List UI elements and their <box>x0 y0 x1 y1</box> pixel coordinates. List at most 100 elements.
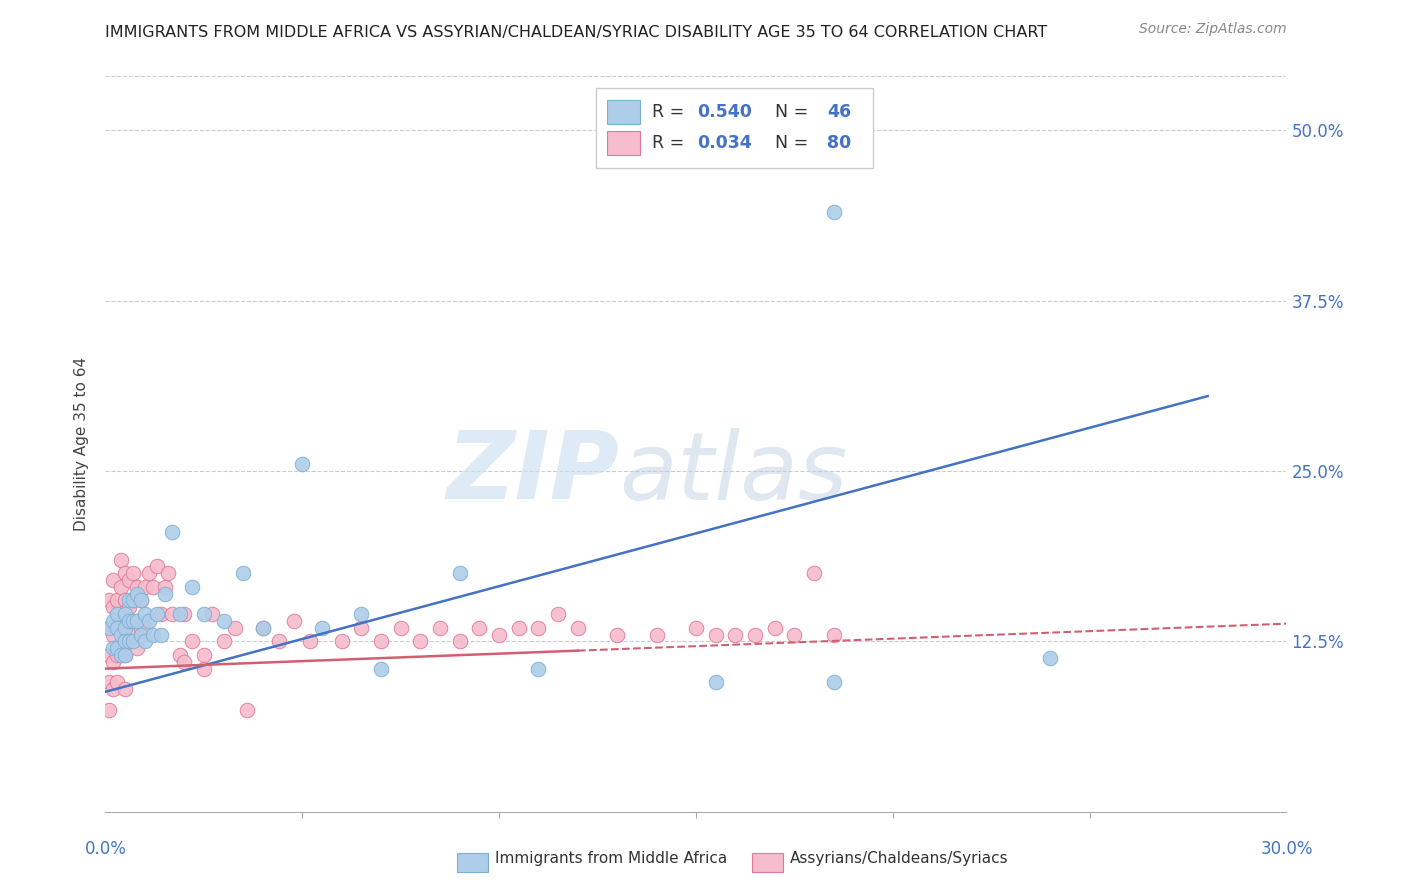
Point <box>181 580 204 594</box>
Point <box>157 566 180 581</box>
Point <box>125 614 148 628</box>
Point <box>98 621 121 635</box>
Point <box>129 593 152 607</box>
Point <box>98 593 121 607</box>
Point <box>685 621 707 635</box>
FancyBboxPatch shape <box>607 131 641 154</box>
Point <box>145 607 167 621</box>
Point <box>129 627 152 641</box>
Point <box>212 614 235 628</box>
Point <box>105 593 128 607</box>
Point <box>193 662 215 676</box>
Point <box>114 648 136 662</box>
Point <box>350 621 373 635</box>
Point <box>193 648 215 662</box>
Point <box>118 573 141 587</box>
Text: R =: R = <box>652 134 690 152</box>
Point <box>103 600 125 615</box>
Point <box>350 607 373 621</box>
Point <box>118 600 141 615</box>
Point <box>142 580 165 594</box>
Point <box>606 627 628 641</box>
Point <box>103 614 125 628</box>
Point <box>110 552 132 566</box>
Point <box>212 634 235 648</box>
Point <box>291 457 314 471</box>
Point <box>547 607 569 621</box>
Point <box>252 621 274 635</box>
Point <box>173 655 195 669</box>
Point <box>114 593 136 607</box>
Point <box>267 634 290 648</box>
Text: 46: 46 <box>827 103 851 121</box>
Point <box>118 634 141 648</box>
Text: 0.540: 0.540 <box>697 103 752 121</box>
Point <box>823 675 845 690</box>
Point <box>118 634 141 648</box>
Point <box>125 580 148 594</box>
Point <box>110 648 132 662</box>
Text: 0.034: 0.034 <box>697 134 752 152</box>
Point <box>803 566 825 581</box>
Point <box>330 634 353 648</box>
Y-axis label: Disability Age 35 to 64: Disability Age 35 to 64 <box>75 357 90 531</box>
Point <box>98 621 121 635</box>
Point <box>169 648 191 662</box>
Point <box>1039 650 1062 665</box>
Point <box>153 580 176 594</box>
Point <box>527 662 550 676</box>
Text: Assyrians/Chaldeans/Syriacs: Assyrians/Chaldeans/Syriacs <box>790 851 1008 865</box>
Point <box>763 621 786 635</box>
Point <box>138 566 160 581</box>
Point <box>236 702 259 716</box>
Point <box>299 634 322 648</box>
Point <box>409 634 432 648</box>
Point <box>122 593 145 607</box>
Point <box>134 621 156 635</box>
Point <box>114 566 136 581</box>
Point <box>122 593 145 607</box>
Point <box>173 607 195 621</box>
Point <box>201 607 224 621</box>
Point <box>114 681 136 696</box>
Point <box>169 607 191 621</box>
Text: atlas: atlas <box>619 427 848 519</box>
Point <box>311 621 333 635</box>
Point <box>114 621 136 635</box>
Point <box>103 573 125 587</box>
Point <box>105 607 128 621</box>
Point <box>232 566 254 581</box>
Text: N =: N = <box>765 134 814 152</box>
Point <box>181 634 204 648</box>
Point <box>449 566 471 581</box>
Point <box>449 634 471 648</box>
FancyBboxPatch shape <box>607 100 641 124</box>
Point <box>468 621 491 635</box>
Text: Immigrants from Middle Africa: Immigrants from Middle Africa <box>495 851 727 865</box>
Text: Source: ZipAtlas.com: Source: ZipAtlas.com <box>1139 22 1286 37</box>
Point <box>122 634 145 648</box>
Text: N =: N = <box>765 103 814 121</box>
Point <box>105 621 128 635</box>
Point <box>704 627 727 641</box>
Point <box>118 593 141 607</box>
Point <box>370 634 392 648</box>
Point <box>103 641 125 656</box>
Point <box>103 655 125 669</box>
Point <box>114 648 136 662</box>
Point <box>429 621 451 635</box>
Text: 0.0%: 0.0% <box>84 840 127 858</box>
Text: 30.0%: 30.0% <box>1260 840 1313 858</box>
Point <box>105 621 128 635</box>
Point <box>149 627 172 641</box>
Point <box>134 634 156 648</box>
Point <box>370 662 392 676</box>
Point <box>110 648 132 662</box>
Point <box>138 614 160 628</box>
Point <box>224 621 246 635</box>
Point <box>122 566 145 581</box>
Text: 80: 80 <box>827 134 851 152</box>
Point <box>103 627 125 641</box>
Point <box>823 627 845 641</box>
Point <box>567 621 589 635</box>
